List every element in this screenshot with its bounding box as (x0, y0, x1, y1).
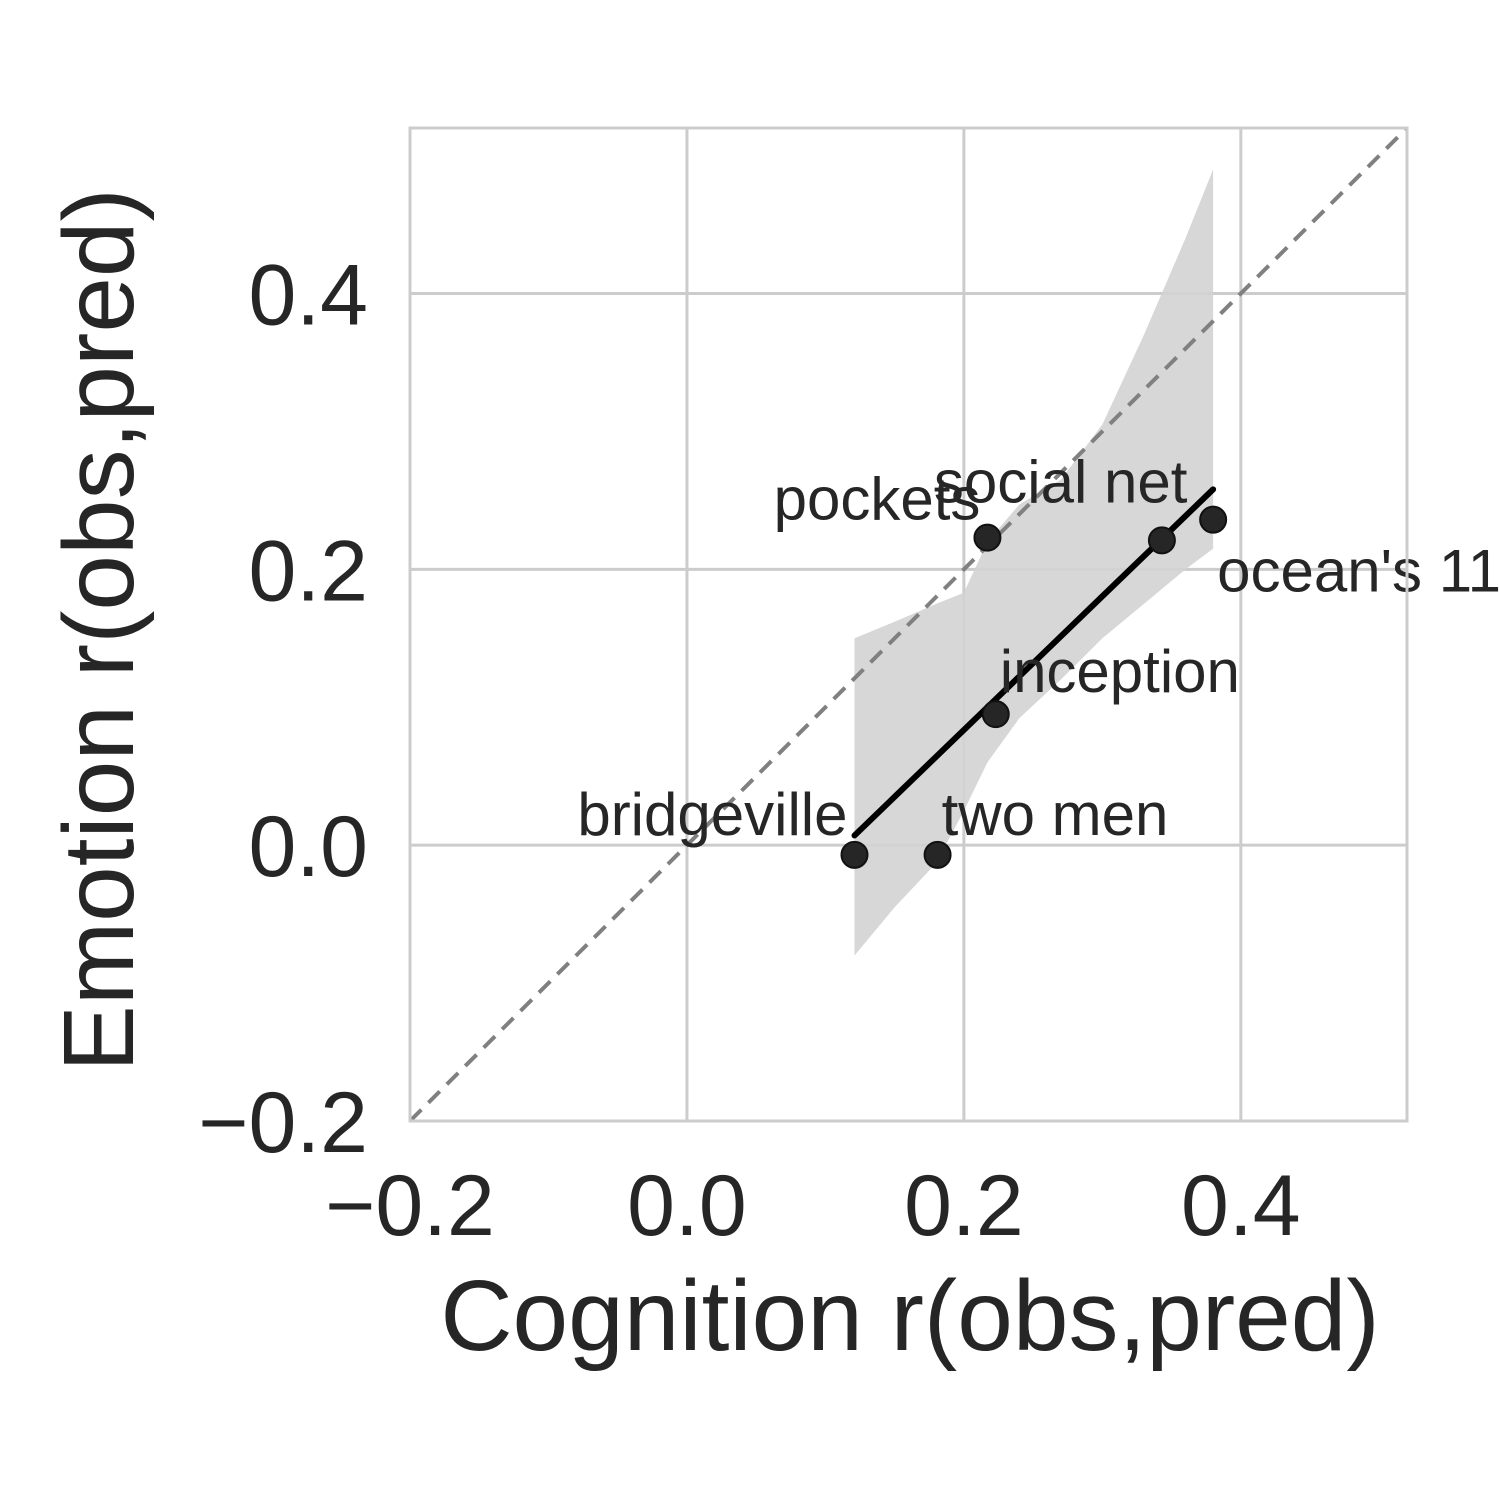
confidence-band (854, 169, 1214, 956)
data-point (1147, 526, 1176, 555)
data-point (981, 700, 1010, 729)
y-tick-labels: −0.2 0.0 0.2 0.4 (198, 248, 368, 1172)
x-axis-label: Cognition r(obs,pred) (440, 1260, 1379, 1372)
confidence-band-layer (854, 169, 1214, 956)
point-label: inception (1000, 638, 1240, 705)
point-label: two men (942, 781, 1169, 848)
y-tick-label: 0.4 (248, 248, 368, 344)
point-label: social net (934, 448, 1188, 515)
y-tick-label: 0.2 (248, 523, 368, 619)
y-axis-label: Emotion r(obs,pred) (43, 188, 155, 1072)
x-tick-label: 0.4 (1181, 1158, 1301, 1254)
point-labels-layer: bridgeville two men inception pocketssocial… (577, 448, 1500, 847)
data-point (973, 523, 1002, 552)
y-tick-label: −0.2 (198, 1075, 368, 1171)
x-tick-label: −0.2 (325, 1158, 495, 1254)
points-layer (840, 505, 1228, 869)
data-point (1199, 505, 1228, 534)
data-point (840, 840, 869, 869)
point-label: ocean's 11 (1217, 538, 1500, 605)
point-label: bridgeville (577, 781, 847, 848)
y-tick-label: 0.0 (248, 799, 368, 895)
point-label: pockets (774, 466, 981, 533)
x-tick-label: 0.0 (627, 1158, 747, 1254)
plot-frame (408, 126, 1409, 1123)
x-tick-labels: −0.2 0.0 0.2 0.4 (325, 1158, 1301, 1254)
data-point (923, 840, 952, 869)
x-tick-label: 0.2 (904, 1158, 1024, 1254)
identity-line (408, 126, 1409, 1123)
identity-line-layer (408, 126, 1409, 1123)
